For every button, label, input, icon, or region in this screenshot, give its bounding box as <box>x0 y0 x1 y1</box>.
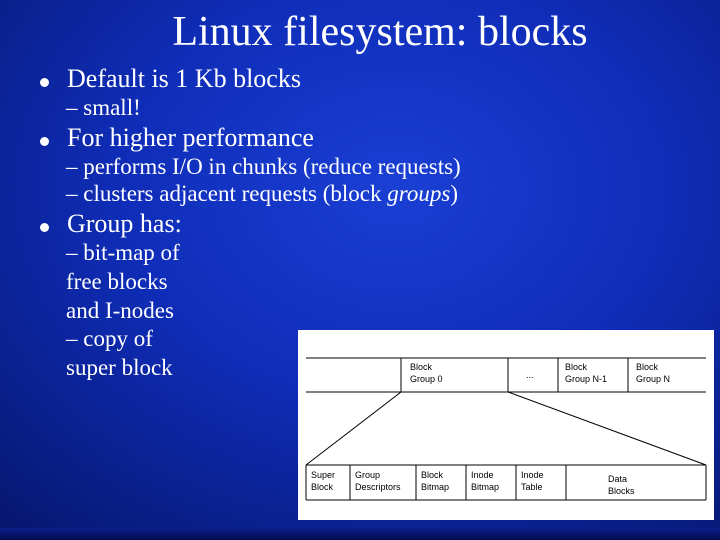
bullet-3-sub: – bit-map of free blocks and I-nodes – c… <box>66 239 221 383</box>
dg-c6-l1: Data <box>608 474 627 484</box>
block-group-diagram: Block Group 0 ... Block Group N-1 Block … <box>298 330 714 520</box>
dg-c2-l1: Group <box>355 470 380 480</box>
bullet-2-text: For higher performance <box>67 123 684 153</box>
bullet-3-text: Group has: <box>67 209 684 239</box>
dg-top-gn1-l2: Group N-1 <box>565 374 607 384</box>
dg-c5-l1: Inode <box>521 470 544 480</box>
dg-c1-l2: Block <box>311 482 334 492</box>
bullet-3-sub-5: super block <box>66 354 221 383</box>
bullet-3: Group has: <box>36 209 684 239</box>
dg-c5-l2: Table <box>521 482 543 492</box>
bullet-3-sub-4: – copy of <box>66 325 221 354</box>
dg-c3-l1: Block <box>421 470 444 480</box>
bullet-3-sub-3: and I-nodes <box>66 297 221 326</box>
dg-c4-l1: Inode <box>471 470 494 480</box>
diagram-svg: Block Group 0 ... Block Group N-1 Block … <box>298 330 714 520</box>
bullet-2-sub-1: – performs I/O in chunks (reduce request… <box>66 154 684 180</box>
slide-title: Linux filesystem: blocks <box>76 8 684 56</box>
bullet-2-sub-2-em: groups <box>387 181 450 206</box>
bullet-1-text: Default is 1 Kb blocks <box>67 64 684 94</box>
bullet-2-sub: – performs I/O in chunks (reduce request… <box>66 154 684 207</box>
dg-top-gn-l1: Block <box>636 362 659 372</box>
bottom-bar <box>0 528 720 540</box>
bullet-1-sub: – small! <box>66 95 684 121</box>
bullet-dot-icon <box>40 78 49 87</box>
bullet-1-sub-1: – small! <box>66 95 684 121</box>
bullet-2-sub-2: – clusters adjacent requests (block grou… <box>66 181 684 207</box>
bullet-2: For higher performance <box>36 123 684 153</box>
bullet-dot-icon <box>40 223 49 232</box>
bullet-dot-icon <box>40 137 49 146</box>
dg-c3-l2: Bitmap <box>421 482 449 492</box>
dg-top-dots: ... <box>526 370 534 380</box>
slide: Linux filesystem: blocks Default is 1 Kb… <box>0 0 720 540</box>
dg-top-gn1-l1: Block <box>565 362 588 372</box>
dg-c1-l1: Super <box>311 470 335 480</box>
dg-top-g0-l2: Group 0 <box>410 374 443 384</box>
dg-top-gn-l2: Group N <box>636 374 670 384</box>
bullet-1: Default is 1 Kb blocks <box>36 64 684 94</box>
dg-top-g0-l1: Block <box>410 362 433 372</box>
bullet-3-sub-1: – bit-map of <box>66 239 221 268</box>
dg-c4-l2: Bitmap <box>471 482 499 492</box>
bullet-2-sub-2-pre: – clusters adjacent requests (block <box>66 181 387 206</box>
dg-c2-l2: Descriptors <box>355 482 401 492</box>
bullet-3-sub-2: free blocks <box>66 268 221 297</box>
dg-c6-l2: Blocks <box>608 486 635 496</box>
bullet-2-sub-2-post: ) <box>450 181 458 206</box>
